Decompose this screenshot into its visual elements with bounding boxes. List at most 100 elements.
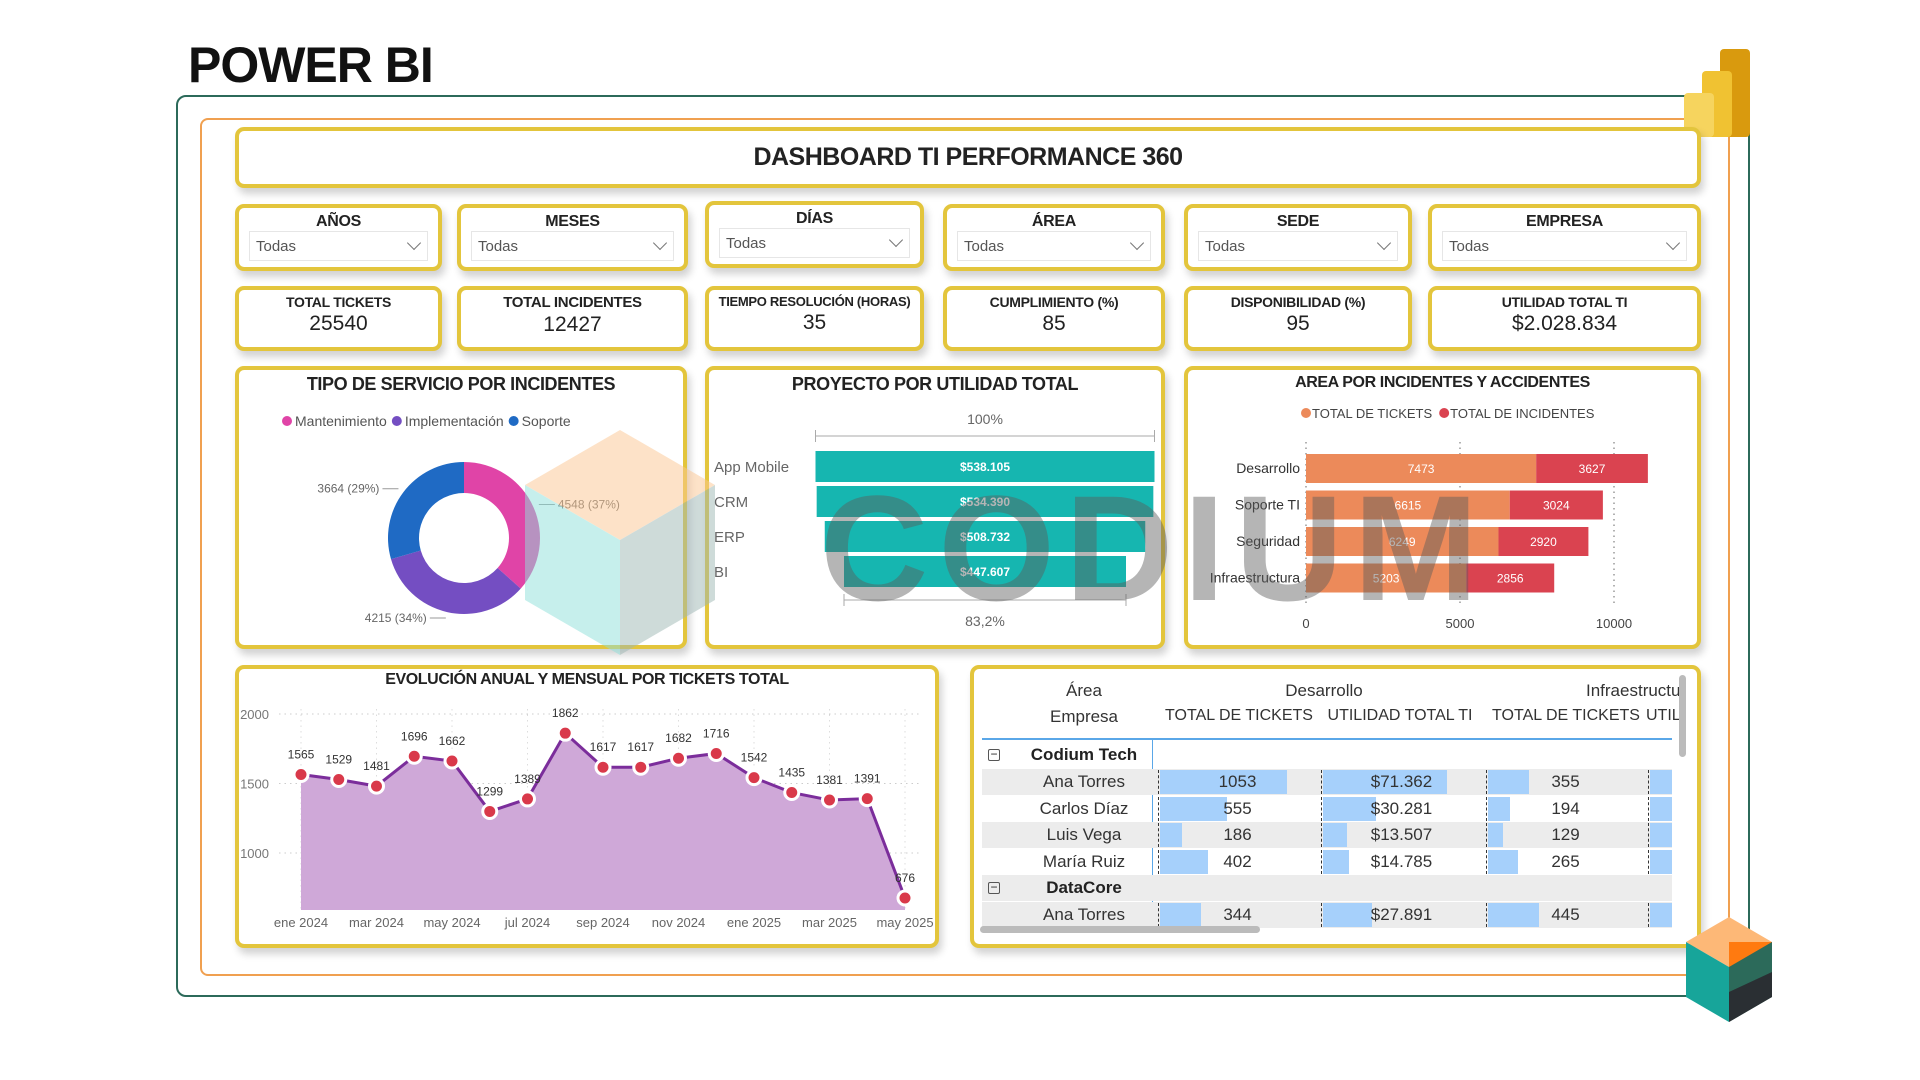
chart-title: TIPO DE SERVICIO POR INCIDENTES <box>306 374 616 394</box>
data-label: 1381 <box>816 773 843 787</box>
category-label: Seguridad <box>1236 533 1300 549</box>
data-label: 1299 <box>476 784 503 798</box>
data-point <box>443 752 461 770</box>
dropdown-value: Todas <box>478 237 519 255</box>
empresa-dropdown[interactable]: Todas <box>1442 231 1687 261</box>
kpi-label: UTILIDAD TOTAL TI <box>1501 294 1628 310</box>
y-tick-label: 2000 <box>240 707 269 722</box>
filter-label: AÑOS <box>315 213 362 230</box>
legend-marker <box>282 416 292 426</box>
bar-value-label: 6249 <box>1389 535 1416 549</box>
area-dropdown[interactable]: Todas <box>957 231 1151 261</box>
data-label: 1391 <box>854 772 881 786</box>
stacked-bar-chart: TOTAL DE TICKETS TOTAL DE INCIDENTES 0 5000… <box>1210 406 1648 631</box>
funnel-bar <box>815 451 1155 482</box>
data-bar <box>1160 903 1202 927</box>
kpi-value: 25540 <box>309 312 368 335</box>
data-bar <box>1323 903 1372 927</box>
column-header[interactable]: UTIL <box>1646 707 1681 724</box>
column-group-desarrollo: Desarrollo <box>1285 681 1363 700</box>
bar-segment <box>1498 527 1589 556</box>
sede-dropdown[interactable]: Todas <box>1198 231 1398 261</box>
dropdown-value: Todas <box>1449 237 1490 255</box>
bar-segment <box>1306 527 1499 556</box>
vertical-scrollbar[interactable] <box>1679 675 1686 757</box>
table-cell: $27.891 <box>1370 905 1433 924</box>
data-label: 1862 <box>552 706 579 720</box>
donut-slice-mantenimiento <box>464 462 540 589</box>
data-bar <box>1488 823 1503 847</box>
codium-cube-watermark-icon <box>525 430 715 655</box>
data-label: 4215 (34%) <box>365 611 427 625</box>
table-cell: $30.281 <box>1370 798 1433 818</box>
y-tick-label: 1500 <box>240 777 269 792</box>
column-divider <box>1321 823 1322 847</box>
data-bar <box>1488 849 1519 874</box>
data-point <box>632 758 650 776</box>
filter-anos: AÑOS Todas <box>235 204 442 271</box>
data-point <box>368 777 385 795</box>
kpi-total-incidentes: TOTAL INCIDENTES 12427 <box>457 286 688 351</box>
group-name: DataCore <box>1046 878 1122 897</box>
data-bar <box>1160 849 1209 874</box>
column-header[interactable]: TOTAL DE TICKETS <box>1165 707 1313 724</box>
legend-marker <box>391 416 402 426</box>
legend-marker <box>508 416 519 426</box>
row-label: Carlos Díaz <box>1039 798 1129 818</box>
table-cell: $14.785 <box>1370 851 1433 871</box>
column-divider <box>1158 770 1159 794</box>
data-point <box>896 889 914 907</box>
anos-dropdown[interactable]: Todas <box>249 231 428 261</box>
funnel-top-bracket <box>815 430 1155 442</box>
category-label: App Mobile <box>714 459 789 476</box>
data-label: 1542 <box>741 751 768 765</box>
table-cell: $71.362 <box>1370 772 1433 791</box>
kpi-cumplimiento: CUMPLIMIENTO (%) 85 <box>943 286 1165 351</box>
horizontal-scrollbar[interactable] <box>980 926 1260 933</box>
table-cell: 555 <box>1223 798 1252 818</box>
x-tick-label: ene 2024 <box>274 915 328 930</box>
collapse-icon[interactable]: − <box>988 748 1000 761</box>
filter-empresa: EMPRESA Todas <box>1428 204 1701 271</box>
column-divider <box>1158 849 1159 874</box>
bar-value-label: $538.105 <box>960 460 1010 474</box>
funnel-top-label: 100% <box>967 411 1003 427</box>
header-divider <box>982 738 1672 740</box>
x-tick-label: mar 2024 <box>349 915 404 930</box>
row-label: Ana Torres <box>1043 772 1125 791</box>
kpi-label: TIEMPO RESOLUCIÓN (HORAS) <box>718 294 911 309</box>
bar-segment <box>1509 490 1603 520</box>
data-point <box>292 765 310 783</box>
data-label: 1716 <box>703 726 730 740</box>
row-header-area: Área <box>1066 681 1102 700</box>
x-tick-label: ene 2025 <box>727 915 781 930</box>
column-divider <box>1486 903 1487 927</box>
table-cell: 129 <box>1551 825 1580 844</box>
x-tick-label: may 2025 <box>876 915 933 930</box>
filter-sede: SEDE Todas <box>1184 204 1412 271</box>
column-header[interactable]: UTILIDAD TOTAL TI <box>1327 707 1473 724</box>
data-label: 1529 <box>325 752 352 766</box>
row-label: Ana Torres <box>1043 905 1125 924</box>
data-bar <box>1650 770 1672 794</box>
column-divider <box>1648 903 1649 927</box>
kpi-value: 35 <box>802 311 827 334</box>
data-label: 1389 <box>514 772 541 786</box>
collapse-icon[interactable]: − <box>988 881 1000 894</box>
column-header[interactable]: TOTAL DE TICKETS <box>1492 707 1640 724</box>
inner-frame <box>200 118 1730 976</box>
bar-segment <box>1306 563 1467 593</box>
bar-value-label: 6615 <box>1395 499 1422 513</box>
data-bar <box>1323 823 1347 847</box>
table-cell: 194 <box>1551 798 1580 818</box>
legend-label: TOTAL DE INCIDENTES <box>1450 406 1595 421</box>
data-label: 1617 <box>627 740 654 754</box>
column-divider <box>1321 849 1322 874</box>
y-tick-label: 1000 <box>240 846 269 861</box>
kpi-value: 12427 <box>543 313 602 336</box>
dias-dropdown[interactable]: Todas <box>719 228 910 258</box>
meses-dropdown[interactable]: Todas <box>471 231 674 261</box>
bar-value-label: 2856 <box>1497 572 1524 586</box>
category-label: BI <box>714 564 728 581</box>
kpi-utilidad-total: UTILIDAD TOTAL TI $2.028.834 <box>1428 286 1701 351</box>
